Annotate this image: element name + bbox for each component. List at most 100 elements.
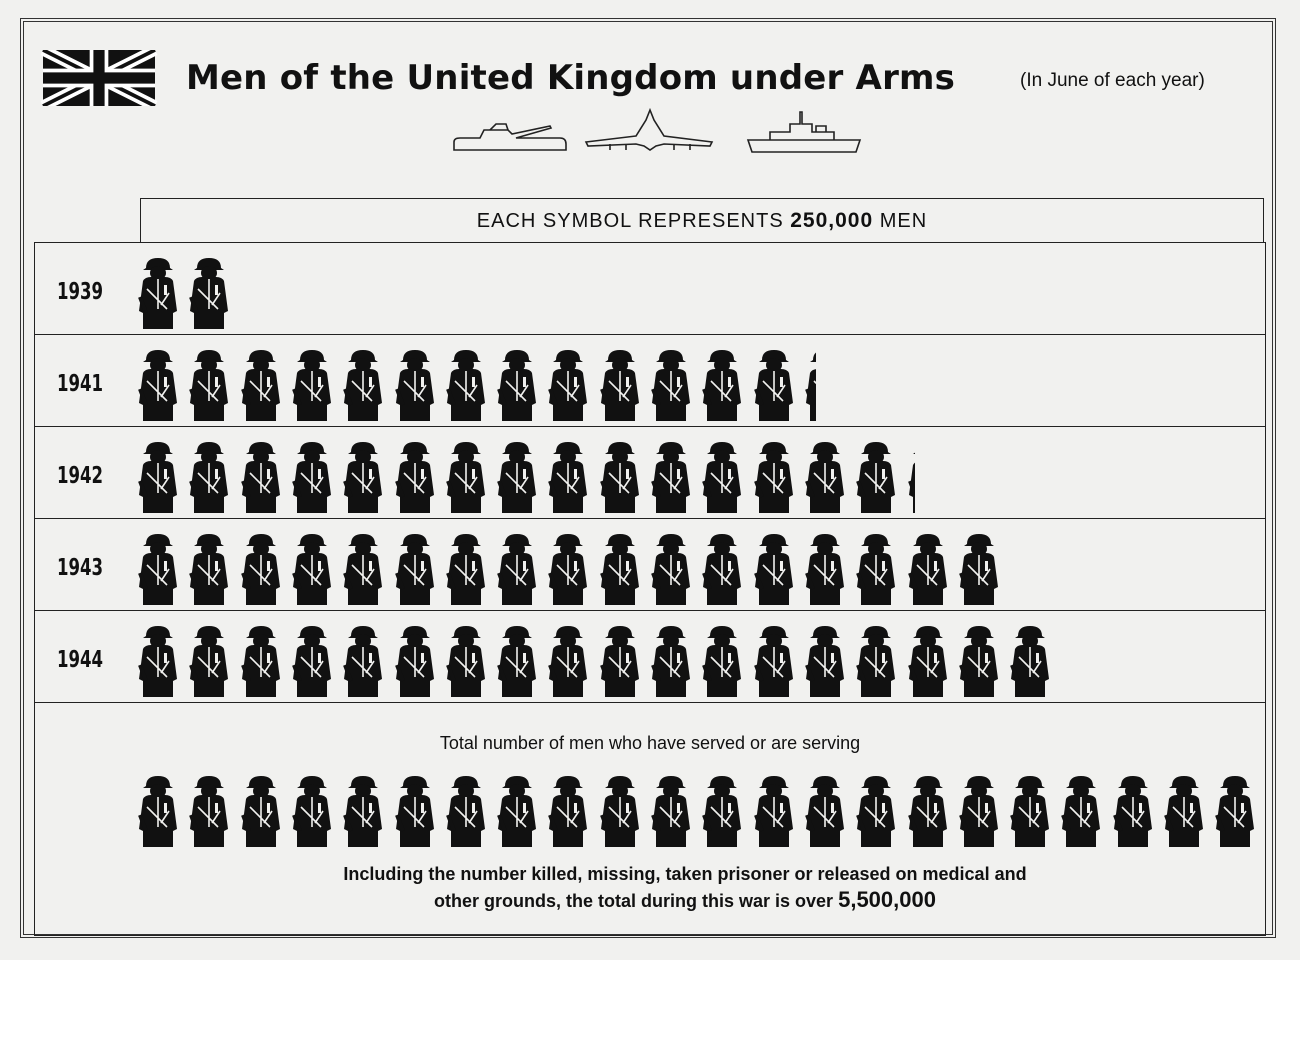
soldier-icon xyxy=(445,771,487,847)
soldier-icon xyxy=(394,437,436,513)
soldier-icon xyxy=(496,529,538,605)
year-row: 1943 xyxy=(35,519,1265,611)
year-row: 1939 xyxy=(35,243,1265,335)
soldier-icon xyxy=(701,621,743,697)
soldier-icon xyxy=(547,529,589,605)
chart-title: Men of the United Kingdom under Arms xyxy=(186,58,956,98)
soldier-icon xyxy=(804,621,846,697)
soldier-icon xyxy=(188,771,230,847)
soldier-icon xyxy=(188,345,230,421)
soldier-icon xyxy=(137,437,179,513)
soldier-icon xyxy=(599,529,641,605)
soldier-icon xyxy=(599,345,641,421)
soldier-icon xyxy=(1112,771,1154,847)
soldier-icon xyxy=(394,621,436,697)
soldier-icon xyxy=(496,345,538,421)
soldier-icon xyxy=(547,345,589,421)
soldier-icon xyxy=(291,529,333,605)
soldier-icon xyxy=(804,345,817,421)
soldier-icon xyxy=(394,529,436,605)
soldier-icon xyxy=(445,621,487,697)
soldier-icon xyxy=(496,771,538,847)
soldier-icon xyxy=(1163,771,1205,847)
soldier-icon xyxy=(188,529,230,605)
soldier-icon xyxy=(445,345,487,421)
legend-text: EACH SYMBOL REPRESENTS 250,000 MEN xyxy=(141,209,1263,233)
soldier-icon xyxy=(907,621,949,697)
soldier-icon xyxy=(240,437,282,513)
total-note-line1: Including the number killed, missing, ta… xyxy=(343,864,1027,884)
year-row: 1942 xyxy=(35,427,1265,519)
soldier-icon xyxy=(342,437,384,513)
warship-icon xyxy=(746,111,862,153)
soldier-icon xyxy=(445,529,487,605)
soldier-icon xyxy=(188,621,230,697)
soldier-icon xyxy=(804,771,846,847)
soldier-icon xyxy=(650,771,692,847)
total-note-line2-text: other grounds, the total during this war… xyxy=(434,891,834,911)
soldier-icon xyxy=(753,621,795,697)
tank-icon xyxy=(453,123,567,151)
soldier-icon xyxy=(701,771,743,847)
year-row: 1944 xyxy=(35,611,1265,703)
soldier-icon xyxy=(650,437,692,513)
soldier-icon xyxy=(958,621,1000,697)
legend-prefix: EACH SYMBOL REPRESENTS xyxy=(476,210,784,232)
soldier-icon xyxy=(701,437,743,513)
soldier-icon xyxy=(1214,771,1256,847)
soldier-icon xyxy=(137,253,179,329)
soldier-icon xyxy=(496,621,538,697)
soldier-icon xyxy=(1060,771,1102,847)
soldier-icon xyxy=(599,437,641,513)
soldier-icon xyxy=(291,771,333,847)
legend-suffix: MEN xyxy=(879,210,928,232)
soldier-icon xyxy=(342,529,384,605)
soldier-icon xyxy=(291,437,333,513)
soldier-icon xyxy=(188,253,230,329)
pictogram-table: Total number of men who have served or a… xyxy=(34,242,1266,936)
soldier-icon xyxy=(240,771,282,847)
soldier-icon xyxy=(701,529,743,605)
soldier-icon xyxy=(496,437,538,513)
soldier-icon xyxy=(753,437,795,513)
soldier-icon xyxy=(958,771,1000,847)
soldier-icon xyxy=(137,621,179,697)
soldier-icon xyxy=(599,621,641,697)
year-label: 1942 xyxy=(57,463,104,489)
outer-frame xyxy=(20,18,1276,938)
chart-subtitle: (In June of each year) xyxy=(1020,70,1205,91)
soldier-icon xyxy=(855,437,897,513)
year-label: 1941 xyxy=(57,371,104,397)
total-note: Including the number killed, missing, ta… xyxy=(225,861,1145,914)
aircraft-icon xyxy=(584,107,714,151)
soldier-icon xyxy=(804,529,846,605)
year-row: 1941 xyxy=(35,335,1265,427)
soldier-icon xyxy=(445,437,487,513)
soldier-icon xyxy=(547,437,589,513)
year-label: 1943 xyxy=(57,555,104,581)
soldier-icon xyxy=(342,345,384,421)
total-label: Total number of men who have served or a… xyxy=(439,733,861,753)
soldier-icon xyxy=(547,771,589,847)
soldier-icon xyxy=(240,621,282,697)
soldier-icon xyxy=(342,771,384,847)
soldier-icon xyxy=(394,771,436,847)
soldier-icon xyxy=(701,345,743,421)
soldier-icon xyxy=(240,529,282,605)
vehicle-silhouettes xyxy=(453,107,862,153)
soldier-icon xyxy=(291,345,333,421)
legend-value: 250,000 xyxy=(790,209,874,232)
union-flag-icon xyxy=(40,50,158,106)
soldier-icon xyxy=(137,771,179,847)
soldier-icon xyxy=(137,529,179,605)
soldier-icon xyxy=(650,621,692,697)
soldier-icon xyxy=(650,345,692,421)
poster-sheet: Men of the United Kingdom under Arms (In… xyxy=(0,0,1300,960)
legend-box: EACH SYMBOL REPRESENTS 250,000 MEN xyxy=(140,198,1264,242)
year-label: 1944 xyxy=(57,647,104,673)
soldier-icon xyxy=(804,437,846,513)
soldier-icon xyxy=(855,529,897,605)
total-note-line2: other grounds, the total during this war… xyxy=(225,887,1145,914)
soldier-icon xyxy=(1009,771,1051,847)
soldier-icon xyxy=(188,437,230,513)
